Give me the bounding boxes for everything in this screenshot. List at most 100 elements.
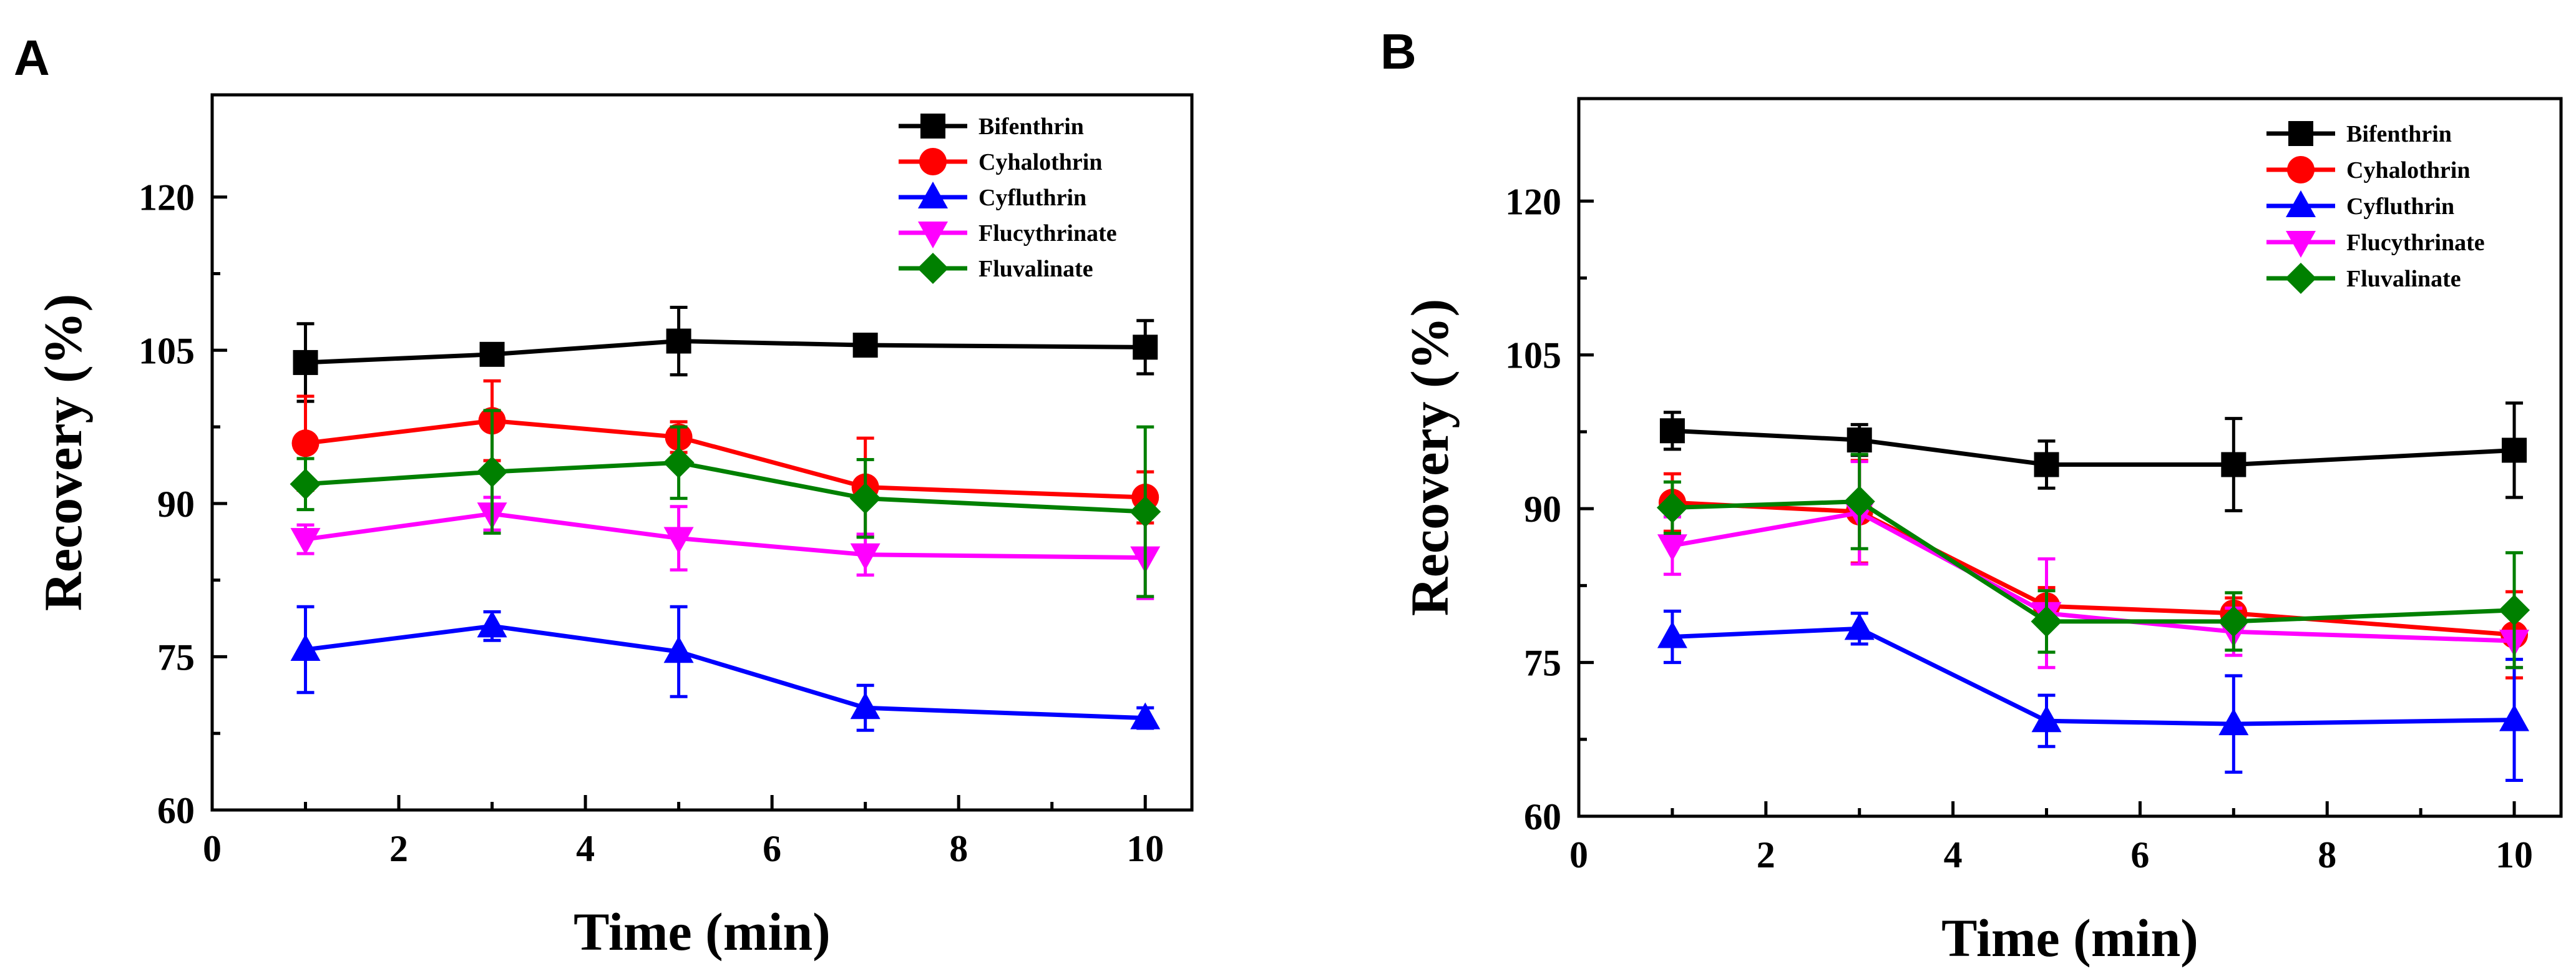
data-point [1657,621,1687,648]
y-axis-title: Recovery (%) [1400,299,1460,617]
data-point [666,328,691,354]
data-point [290,528,321,555]
data-point [293,349,318,375]
legend-label-fluvalinate: Fluvalinate [978,256,1093,282]
series-line [305,339,1146,365]
data-point [849,482,881,514]
data-point [2218,605,2250,637]
panel-label: B [1380,24,1417,79]
chart-panel-b: B 0 2 4 6 8 10 60 75 90 105 120 Time (min) Recovery (… [1380,24,2563,968]
legend-marker-fluvalinate [917,253,949,284]
y-tick-label: 75 [157,637,195,678]
data-point [290,468,321,500]
series-line [305,623,1146,721]
data-point [1133,334,1158,360]
legend-label-flucythrinate: Flucythrinate [978,220,1117,246]
legend-marker-bifenthrin [2288,121,2313,146]
data-point [1844,613,1875,640]
x-tick-label: 0 [1569,834,1588,876]
data-point [2034,452,2059,477]
y-tick-label: 120 [1505,181,1561,222]
legend-marker-flucythrinate [918,222,948,248]
legend-marker-flucythrinate [2286,231,2316,258]
series-line [1672,499,2515,624]
series-flucythrinate [1657,460,2530,670]
series-line [305,511,1146,560]
data-point [2499,704,2530,731]
data-point [850,543,881,570]
data-point [663,527,694,554]
data-point [663,636,694,663]
panel-label: A [14,30,50,85]
x-tick-label: 10 [2496,834,2533,876]
y-tick-label: 120 [139,177,195,218]
data-point [479,341,505,367]
series-cyhalothrin [291,379,1159,538]
legend-label-cyfluthrin: Cyfluthrin [2346,193,2454,220]
series-line [1672,428,2515,467]
x-tick-label: 8 [949,828,968,869]
data-point [852,333,878,358]
legend-marker-cyfluthrin [918,182,948,208]
legend-marker-bifenthrin [920,114,945,139]
series-fluvalinate [290,409,1161,598]
y-tick-label: 60 [157,790,195,831]
series-flucythrinate [290,495,1161,600]
x-tick-label: 4 [576,828,595,869]
x-axis-title: Time (min) [573,902,831,962]
x-tick-label: 2 [389,828,408,869]
series-line [305,418,1146,500]
legend-label-flucythrinate: Flucythrinate [2346,230,2485,256]
series-cyfluthrin [1657,609,2530,782]
plot-frame [1577,97,2563,818]
plot-frame [210,93,1194,812]
data-point [1656,492,1688,524]
series-fluvalinate [1656,452,2530,670]
x-tick-label: 6 [2130,834,2149,876]
legend-marker-cyhalothrin [2287,156,2315,183]
chart-panel-a: A 0 2 4 6 8 10 60 75 90 105 120 Time (min) Recovery (… [14,30,1194,962]
data-point [477,610,507,638]
legend-label-cyfluthrin: Cyfluthrin [978,185,1086,211]
y-tick-label: 90 [157,484,195,525]
legend-marker-fluvalinate [2285,263,2316,294]
legend-marker-cyhalothrin [919,148,947,175]
y-tick-label: 60 [1524,796,1561,837]
x-tick-label: 6 [763,828,781,869]
series-cyfluthrin [290,605,1161,732]
data-point [1129,495,1161,527]
legend-marker-cyfluthrin [2286,190,2316,217]
y-tick-label: 105 [1505,335,1561,376]
legend: Bifenthrin Cyhalothrin Cyfluthrin Flucythri… [899,114,1117,284]
data-point [663,447,695,479]
data-point [2031,705,2062,733]
data-point [1657,534,1687,562]
x-tick-label: 4 [1944,834,1963,876]
y-tick-label: 90 [1524,489,1561,530]
y-tick-label: 75 [1524,643,1561,684]
data-point [1130,702,1161,729]
legend-label-bifenthrin: Bifenthrin [2346,121,2452,147]
series-bifenthrin [1659,401,2527,512]
legend-label-cyhalothrin: Cyhalothrin [978,149,1102,175]
x-tick-label: 0 [203,828,222,869]
data-point [1847,427,1872,453]
data-point [290,633,321,661]
data-point [1843,486,1875,517]
series-bifenthrin [293,306,1158,403]
y-axis-title: Recovery (%) [33,294,93,612]
legend: Bifenthrin Cyhalothrin Cyfluthrin Flucythri… [2266,121,2485,294]
legend-label-fluvalinate: Fluvalinate [2346,266,2461,292]
data-point [476,456,508,488]
series-cyhalothrin [1658,459,2529,680]
y-tick-label: 105 [139,330,195,371]
data-point [1659,418,1685,444]
legend-label-cyhalothrin: Cyhalothrin [2346,157,2470,183]
data-point [2218,708,2249,736]
data-point [291,429,320,457]
series-line [1672,626,2515,726]
data-point [2502,437,2527,463]
data-point [2031,605,2062,637]
x-tick-label: 2 [1757,834,1775,876]
